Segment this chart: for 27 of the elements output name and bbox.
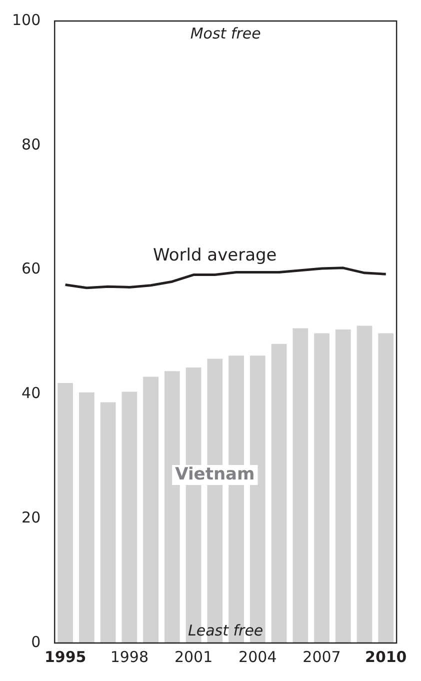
y-tick-label: 40 — [22, 384, 41, 402]
bar — [292, 328, 308, 643]
bar — [314, 333, 330, 643]
y-tick-label: 100 — [12, 10, 41, 29]
bar — [335, 330, 351, 643]
x-tick-label: 1998 — [110, 648, 149, 666]
x-tick-label: 2007 — [302, 648, 341, 666]
bar — [78, 392, 94, 643]
annotation: Most free — [190, 24, 261, 42]
series-label: World average — [153, 246, 277, 266]
y-tick-label: 20 — [22, 508, 41, 526]
bar — [58, 383, 74, 643]
bar — [122, 392, 138, 643]
bar — [271, 344, 287, 643]
y-tick-label: 0 — [31, 632, 41, 651]
annotation: Least free — [188, 621, 264, 640]
y-tick-label: 80 — [22, 135, 41, 154]
bar — [100, 402, 116, 643]
x-tick-label: 1995 — [44, 648, 86, 666]
x-tick-label: 2004 — [238, 648, 277, 666]
x-tick-label: 2010 — [365, 648, 407, 666]
series-label: Vietnam — [175, 464, 255, 484]
bar — [378, 333, 394, 643]
bar — [143, 376, 158, 643]
bar — [356, 326, 372, 643]
y-tick-label: 60 — [22, 260, 41, 278]
x-tick-label: 2001 — [174, 648, 213, 666]
